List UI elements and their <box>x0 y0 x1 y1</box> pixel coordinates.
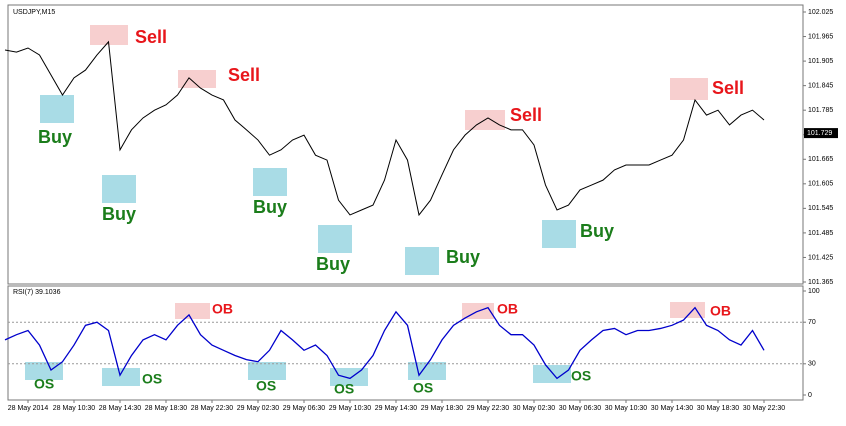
y-tick-label: 101.485 <box>808 230 833 237</box>
level-label: OB <box>212 301 233 317</box>
x-tick-label: 30 May 10:30 <box>605 405 648 412</box>
y-tick-label: 0 <box>808 392 812 399</box>
signal-label: Sell <box>228 65 260 85</box>
y-tick-label: 101.665 <box>808 156 833 163</box>
level-zone <box>670 302 705 318</box>
x-tick-label: 28 May 18:30 <box>145 405 188 412</box>
x-tick-label: 28 May 10:30 <box>53 405 96 412</box>
current-price-box <box>804 128 838 139</box>
signal-zone <box>405 247 439 275</box>
x-tick-label: 28 May 2014 <box>8 405 49 412</box>
signal-label: Buy <box>446 247 480 267</box>
x-tick-label: 29 May 02:30 <box>237 405 280 412</box>
level-label: OS <box>142 371 162 387</box>
signal-zone <box>102 175 136 203</box>
level-label: OS <box>413 380 433 396</box>
y-tick-label: 100 <box>808 288 820 295</box>
signal-label: Buy <box>253 197 287 217</box>
level-label: OS <box>34 376 54 392</box>
x-tick-label: 30 May 02:30 <box>513 405 556 412</box>
price-title: USDJPY,M15 <box>13 9 55 16</box>
x-tick-label: 29 May 10:30 <box>329 405 372 412</box>
level-zone <box>102 368 140 386</box>
signal-label: Buy <box>316 254 350 274</box>
signal-zone <box>318 225 352 253</box>
signal-zone <box>670 78 708 100</box>
level-zone <box>175 303 210 319</box>
signal-label: Buy <box>580 221 614 241</box>
x-tick-label: 29 May 06:30 <box>283 405 326 412</box>
signal-label: Buy <box>102 204 136 224</box>
x-tick-label: 30 May 18:30 <box>697 405 740 412</box>
x-tick-label: 30 May 22:30 <box>743 405 786 412</box>
y-tick-label: 101.965 <box>808 33 833 40</box>
price-line <box>4 40 765 217</box>
y-tick-label: 101.425 <box>808 254 833 261</box>
signal-zone <box>178 70 216 88</box>
signal-label: Sell <box>135 27 167 47</box>
x-tick-label: 28 May 14:30 <box>99 405 142 412</box>
signal-label: Sell <box>510 105 542 125</box>
y-tick-label: 30 <box>808 361 816 368</box>
signal-zone <box>253 168 287 196</box>
y-tick-label: 102.025 <box>808 9 833 16</box>
y-tick-label: 101.845 <box>808 82 833 89</box>
level-label: OS <box>256 378 276 394</box>
level-label: OS <box>334 381 354 397</box>
level-zone <box>25 362 63 380</box>
y-tick-label: 101.365 <box>808 279 833 286</box>
level-label: OB <box>497 301 518 317</box>
rsi-line <box>4 306 765 380</box>
level-zone <box>533 365 571 383</box>
price-panel <box>7 4 804 285</box>
x-tick-label: 29 May 18:30 <box>421 405 464 412</box>
rsi-title: RSI(7) 39.1036 <box>13 289 61 296</box>
signal-zone <box>542 220 576 248</box>
x-tick-label: 29 May 22:30 <box>467 405 510 412</box>
current-price-label: 101.729 <box>807 130 832 137</box>
x-tick-label: 28 May 22:30 <box>191 405 234 412</box>
y-tick-label: 101.605 <box>808 181 833 188</box>
y-tick-label: 101.545 <box>808 205 833 212</box>
x-tick-label: 29 May 14:30 <box>375 405 418 412</box>
level-label: OB <box>710 303 731 319</box>
x-tick-label: 30 May 14:30 <box>651 405 694 412</box>
signal-label: Buy <box>38 127 72 147</box>
x-tick-label: 30 May 06:30 <box>559 405 602 412</box>
y-tick-label: 101.785 <box>808 107 833 114</box>
signal-zone <box>90 25 128 45</box>
signal-zone <box>40 95 74 123</box>
rsi-panel <box>7 285 804 401</box>
signal-label: Sell <box>712 78 744 98</box>
y-tick-label: 101.905 <box>808 58 833 65</box>
level-label: OS <box>571 368 591 384</box>
level-zone <box>248 362 286 380</box>
y-tick-label: 70 <box>808 319 816 326</box>
